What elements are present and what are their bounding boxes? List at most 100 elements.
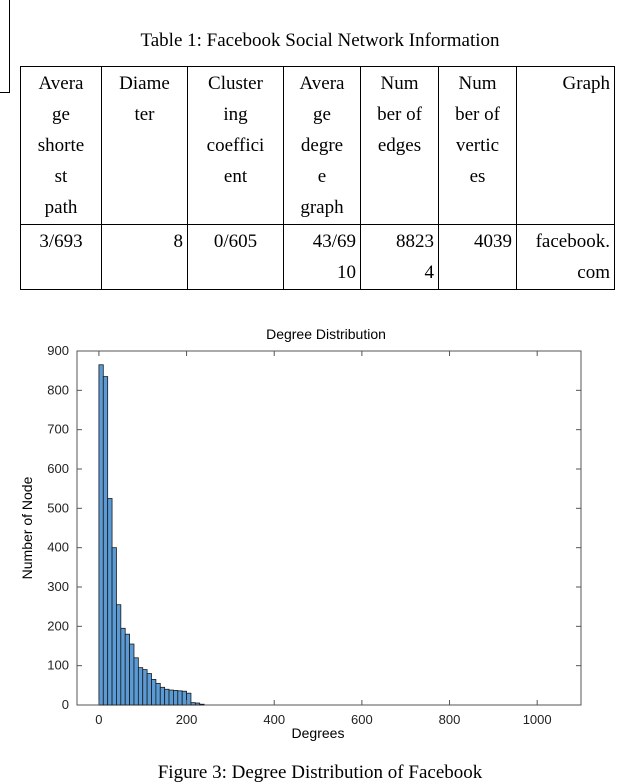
figure-caption: Figure 3: Degree Distribution of Faceboo… [157, 762, 483, 783]
histogram-bar [133, 657, 139, 706]
x-tick-label: 400 [263, 712, 285, 727]
header-cell-line: es [469, 166, 486, 187]
header-cell-line: e [317, 166, 327, 187]
data-cell-line: facebook. [535, 231, 610, 252]
header-cell-line: vertic [455, 135, 500, 156]
header-cell: Graph [516, 66, 615, 225]
data-cell-line: 0/605 [213, 231, 258, 252]
data-cell-line: 3/693 [39, 231, 83, 252]
header-cell-line: Avera [38, 73, 84, 94]
header-cell: Cluster ing coeffici ent [187, 66, 284, 225]
histogram-bar [120, 627, 126, 706]
header-cell-line: st [54, 166, 68, 187]
degree-distribution-chart: Degree Distribution 0 200 400 600 800 1000 0 1… [19, 326, 582, 741]
x-tick-label: 1000 [523, 712, 552, 727]
header-cell-line: Cluster [208, 73, 263, 94]
header-cell-line: shorte [37, 135, 85, 156]
header-cell-line: ent [223, 166, 248, 187]
header-cell-line: degre [300, 135, 344, 156]
plot-area-frame [76, 350, 582, 706]
header-cell: Avera ge shorte st path [20, 66, 102, 225]
header-cell-line: ber of [377, 104, 422, 125]
y-tick-label: 200 [47, 618, 69, 633]
header-cell-line: Num [458, 73, 497, 94]
data-cell: 43/69 10 [283, 224, 361, 290]
y-tick-label: 400 [47, 540, 69, 555]
histogram-bar [116, 604, 122, 706]
bar-series [98, 364, 205, 706]
header-cell: Avera ge degre e graph [283, 66, 361, 225]
histogram-bar [146, 673, 152, 706]
header-cell-line: Diame [119, 73, 170, 94]
header-cell-line: coeffici [206, 135, 265, 156]
data-cell-line: 10 [337, 262, 356, 283]
x-tick-label: 0 [95, 712, 102, 727]
y-tick-label: 500 [47, 500, 69, 515]
y-tick-label: 600 [47, 461, 69, 476]
page-corner-mark [0, 0, 10, 93]
histogram-bar [164, 688, 170, 706]
y-tick-label: 800 [47, 382, 69, 397]
header-cell-line: ter [134, 104, 155, 125]
histogram-bar [199, 703, 205, 706]
histogram-bar [181, 690, 187, 706]
histogram-bar [137, 667, 144, 706]
header-cell: Num ber of edges [360, 66, 439, 225]
histogram-bar [102, 376, 109, 706]
header-cell-line: ge [52, 104, 70, 125]
x-tick-label: 800 [439, 712, 461, 727]
histogram-bar [129, 643, 135, 706]
header-cell: Num ber of vertic es [438, 66, 517, 225]
data-cell: 8823 4 [360, 224, 439, 290]
histogram-bar [173, 690, 179, 706]
data-cell: facebook. com [516, 224, 615, 290]
data-cell-line: 4 [424, 262, 435, 283]
header-cell-line: ge [313, 104, 331, 125]
header-cell-line: Num [380, 73, 419, 94]
network-info-table: Avera ge shorte st path Diame ter Cluster ing coe… [20, 66, 615, 290]
y-tick-label: 100 [47, 658, 69, 673]
x-tick-label: 200 [176, 712, 198, 727]
header-cell-line: ing [223, 104, 248, 125]
table-row: 3/693 8 0/605 43/69 10 8823 4 4039 facebook. com [20, 224, 615, 290]
table-header-row: Avera ge shorte st path Diame ter Cluster ing coe… [20, 66, 615, 225]
data-cell: 4039 [438, 224, 517, 290]
histogram-bar [124, 633, 130, 706]
header-cell-line: Avera [299, 73, 345, 94]
data-cell: 3/693 [20, 224, 102, 290]
header-cell-line: path [44, 197, 78, 218]
y-axis: 0 100 200 300 400 500 600 700 800 900 [47, 343, 581, 712]
histogram-bar [159, 686, 166, 706]
histogram-bar [98, 364, 104, 706]
x-axis: 0 200 400 600 800 1000 [95, 351, 552, 727]
header-cell-line: ber of [455, 104, 500, 125]
histogram-bar [155, 682, 161, 706]
y-tick-label: 0 [62, 697, 69, 712]
header-cell-line: Graph [562, 73, 610, 94]
data-cell-line: 8823 [396, 231, 434, 252]
histogram-bar [168, 689, 174, 706]
header-cell-line: edges [377, 135, 422, 156]
histogram-bar [142, 669, 148, 706]
chart-title: Degree Distribution [266, 326, 386, 342]
histogram-bar [111, 547, 117, 706]
y-tick-label: 900 [47, 343, 69, 358]
histogram-bar [194, 702, 201, 706]
histogram-bar [151, 679, 157, 706]
data-cell: 8 [101, 224, 188, 290]
data-cell-line: 8 [173, 231, 184, 252]
histogram-bar [177, 690, 183, 706]
y-tick-label: 300 [47, 579, 69, 594]
data-cell-line: 4039 [474, 231, 512, 252]
table-caption: Table 1: Facebook Social Network Informa… [140, 30, 500, 51]
data-cell-line: com [577, 262, 610, 283]
y-tick-label: 700 [47, 422, 69, 437]
data-cell-line: 43/69 [312, 231, 356, 252]
data-cell: 0/605 [187, 224, 284, 290]
header-cell: Diame ter [101, 66, 188, 225]
histogram-bar [107, 498, 113, 706]
y-axis-label: Number of Node [19, 476, 35, 579]
header-cell-line: graph [300, 197, 344, 218]
x-axis-label: Degrees [292, 725, 345, 741]
x-tick-label: 600 [351, 712, 373, 727]
